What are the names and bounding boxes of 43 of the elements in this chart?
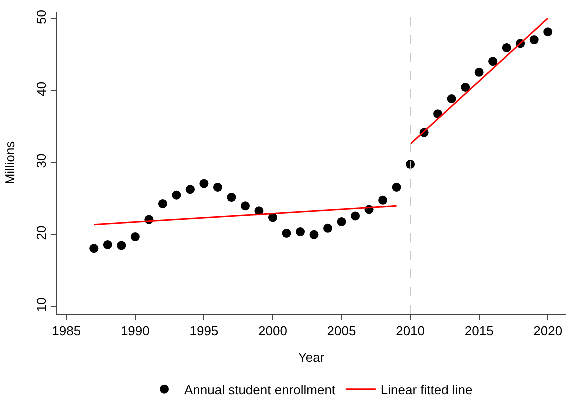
x-tick-label: 2005 xyxy=(327,324,356,339)
point xyxy=(213,182,222,192)
point xyxy=(392,182,402,192)
x-axis-title: Year xyxy=(298,350,326,366)
point xyxy=(296,228,305,237)
y-tick-label: 30 xyxy=(34,154,49,168)
x-tick-label: 2010 xyxy=(396,324,426,339)
point xyxy=(337,217,346,226)
point xyxy=(90,244,99,254)
point xyxy=(310,230,319,240)
point xyxy=(130,232,140,242)
x-tick-label: 2015 xyxy=(464,324,494,339)
point xyxy=(530,36,539,45)
point xyxy=(103,240,112,250)
x-tick-label: 1990 xyxy=(120,324,150,339)
point xyxy=(240,202,250,211)
y-axis-title: Millions xyxy=(2,140,18,185)
point xyxy=(488,57,498,66)
point xyxy=(474,68,484,77)
legend-label: Annual student enrollment xyxy=(184,382,336,398)
point xyxy=(461,83,470,92)
point xyxy=(447,94,456,104)
point xyxy=(200,179,209,188)
legend-label: Linear fitted line xyxy=(380,382,473,398)
point xyxy=(282,228,292,238)
point xyxy=(227,193,236,202)
x-tick-label: 1995 xyxy=(190,324,219,339)
y-tick-label: 20 xyxy=(34,226,49,240)
x-tick-label: 2020 xyxy=(534,324,563,339)
point xyxy=(544,28,553,37)
point xyxy=(158,199,168,208)
x-tick-label: 1985 xyxy=(52,324,82,339)
y-tick-label: 40 xyxy=(34,82,49,96)
point xyxy=(324,224,333,233)
y-tick-label: 10 xyxy=(34,298,49,312)
point xyxy=(172,190,182,200)
point xyxy=(378,196,388,205)
point xyxy=(186,185,195,194)
point xyxy=(117,241,126,250)
point xyxy=(351,212,360,221)
y-tick-label: 50 xyxy=(34,10,49,24)
point xyxy=(502,43,512,52)
x-tick-label: 2000 xyxy=(258,324,288,339)
